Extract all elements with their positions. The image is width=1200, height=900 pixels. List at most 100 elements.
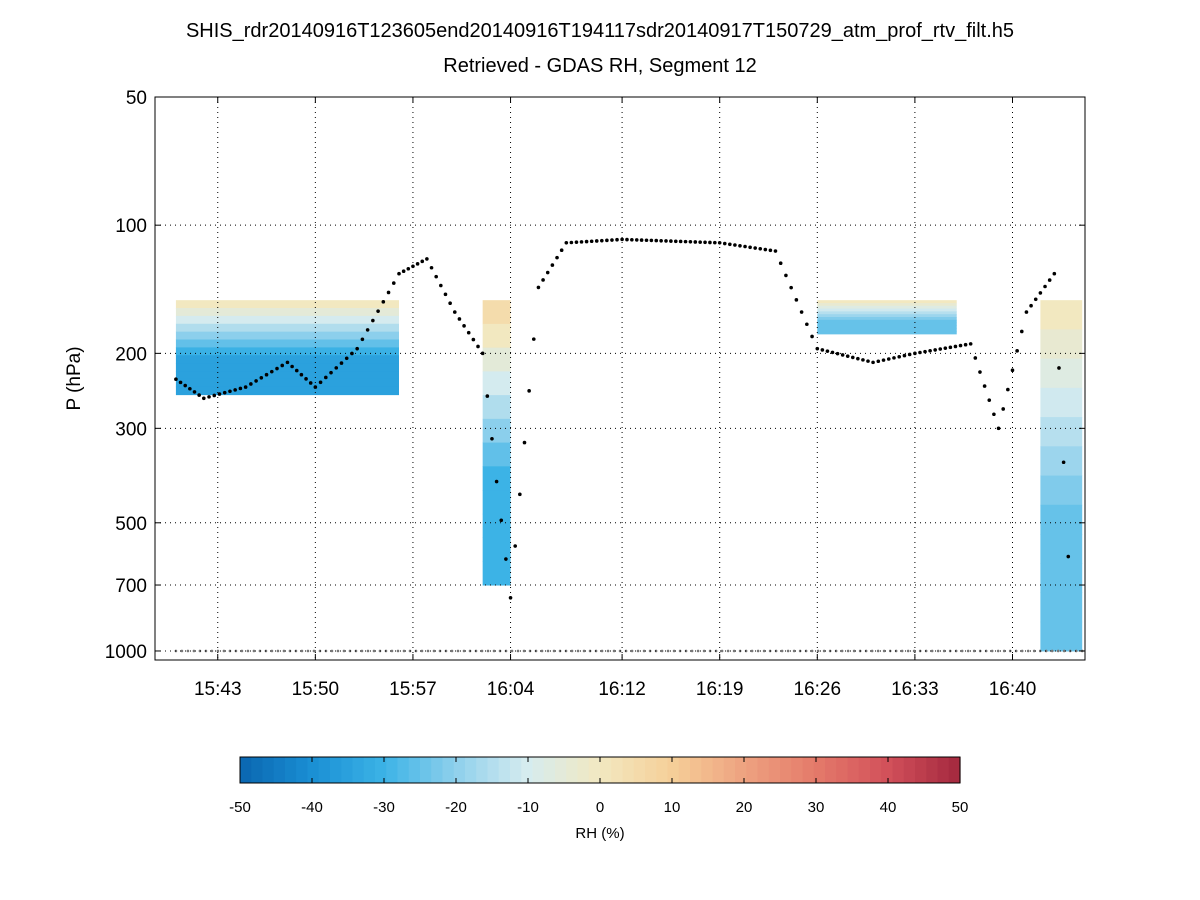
data-point	[348, 649, 352, 653]
data-point	[748, 245, 752, 250]
data-point	[259, 376, 264, 380]
data-point	[913, 351, 917, 356]
heatmap-cell	[482, 442, 511, 467]
y-tick-label: 50	[126, 88, 147, 109]
colorbar-tick-label: 20	[736, 799, 753, 816]
heatmap-cell	[1040, 563, 1083, 594]
data-point	[778, 261, 783, 266]
data-point	[615, 237, 619, 242]
heatmap-cell	[817, 325, 957, 329]
data-point	[371, 318, 375, 323]
colorbar-swatch	[903, 757, 916, 783]
colorbar-swatch	[521, 757, 534, 783]
data-point	[510, 649, 514, 653]
colorbar-swatch	[330, 757, 342, 783]
data-point	[799, 310, 804, 314]
data-point	[963, 342, 968, 347]
data-point	[197, 393, 201, 397]
data-point	[1020, 649, 1024, 653]
colorbar-swatch	[701, 757, 714, 783]
colorbar-swatch	[408, 757, 421, 783]
data-point	[660, 649, 664, 653]
data-point	[466, 330, 471, 335]
colorbar-swatch	[476, 757, 489, 783]
data-point	[216, 649, 220, 653]
data-point	[912, 649, 916, 653]
data-point	[982, 384, 987, 388]
colorbar-label: RH (%)	[575, 825, 624, 842]
colorbar-swatch	[645, 757, 657, 783]
data-point	[183, 383, 188, 388]
data-point	[178, 380, 183, 385]
data-point	[834, 649, 838, 653]
heatmap-cell	[817, 308, 957, 312]
colorbar-swatch	[262, 757, 275, 783]
data-point	[411, 264, 415, 269]
colorbar-swatch	[510, 757, 522, 783]
data-point	[594, 649, 598, 653]
heatmap-cell	[482, 323, 511, 349]
heatmap-cell	[817, 305, 957, 310]
colorbar-swatch	[453, 757, 466, 783]
colorbar-swatch	[363, 757, 376, 783]
colorbar-swatch	[532, 757, 545, 783]
heatmap-cell	[817, 331, 957, 335]
data-point	[217, 392, 222, 396]
y-tick-label: 500	[115, 514, 147, 535]
colorbar-swatch	[397, 757, 410, 783]
data-point	[329, 370, 333, 375]
data-point	[564, 241, 569, 245]
data-point	[835, 351, 840, 356]
data-point	[504, 557, 508, 561]
data-point	[1050, 649, 1054, 653]
data-point	[516, 649, 520, 653]
data-point	[462, 324, 466, 328]
heatmap-cell	[817, 300, 957, 304]
data-point	[630, 237, 634, 242]
heatmap-cell	[482, 371, 511, 396]
data-point	[425, 257, 429, 261]
data-point	[688, 239, 693, 244]
data-point	[280, 363, 285, 368]
data-point	[960, 649, 964, 653]
heatmap-cell	[1040, 534, 1083, 564]
data-point	[1062, 649, 1066, 653]
data-point	[743, 244, 747, 249]
colorbar-tick-label: -50	[229, 799, 251, 816]
data-point	[246, 649, 250, 653]
data-point	[996, 649, 1000, 653]
data-point	[264, 372, 269, 377]
data-point	[252, 649, 256, 653]
data-point	[753, 246, 757, 250]
colorbar-swatch	[780, 757, 792, 783]
data-point	[444, 649, 448, 653]
data-point	[624, 649, 628, 653]
data-point	[426, 649, 430, 653]
data-point	[722, 241, 727, 246]
colorbar-swatch	[240, 757, 252, 783]
data-point	[285, 360, 290, 365]
data-point	[973, 356, 978, 360]
data-point	[198, 649, 202, 653]
data-point	[342, 649, 346, 653]
data-point	[559, 248, 564, 253]
data-point	[240, 649, 244, 653]
colorbar-tick-label: 10	[664, 799, 681, 816]
data-point	[486, 649, 490, 653]
data-point	[480, 351, 485, 356]
data-point	[192, 390, 197, 394]
data-point	[540, 649, 544, 653]
data-point	[432, 649, 436, 653]
data-point	[312, 649, 316, 653]
heatmap-cell	[1040, 329, 1083, 360]
heatmap-cell	[482, 347, 511, 372]
data-point	[462, 649, 466, 653]
heatmap-cell	[175, 323, 400, 333]
data-point	[644, 238, 649, 243]
data-point	[1032, 649, 1036, 653]
colorbar-swatch	[442, 757, 455, 783]
data-point	[726, 649, 730, 653]
x-tick-label: 15:43	[194, 679, 242, 700]
data-point	[1024, 310, 1029, 314]
